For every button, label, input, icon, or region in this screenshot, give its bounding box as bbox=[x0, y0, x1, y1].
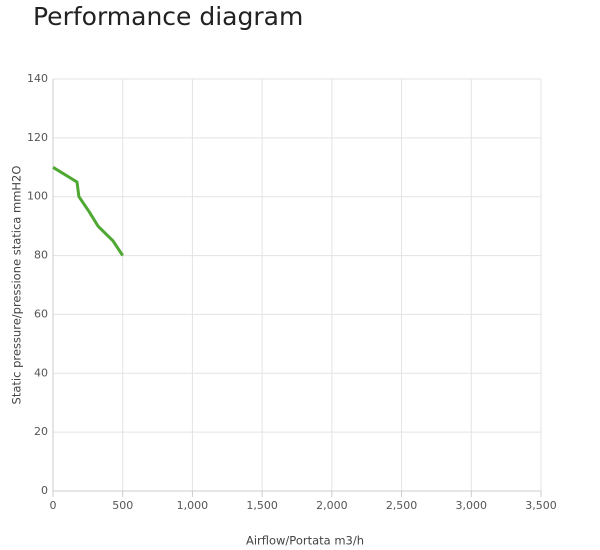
y-tick-label: 0 bbox=[41, 484, 48, 497]
y-tick-label: 40 bbox=[34, 366, 48, 379]
x-tick-label: 1,000 bbox=[177, 499, 209, 512]
data-line bbox=[52, 166, 124, 257]
y-tick-label: 60 bbox=[34, 307, 48, 320]
x-axis-title: Airflow/Portata m3/h bbox=[246, 534, 364, 548]
x-tick-label: 0 bbox=[50, 499, 57, 512]
y-axis-title: Static pressure/pressione statica mmH2O bbox=[10, 166, 24, 405]
x-tick-label: 2,500 bbox=[386, 499, 418, 512]
y-tick-label: 80 bbox=[34, 249, 48, 262]
y-tick-label: 20 bbox=[34, 425, 48, 438]
y-tick-label: 100 bbox=[27, 190, 48, 203]
x-tick-label: 3,500 bbox=[525, 499, 557, 512]
x-tick-label: 3,000 bbox=[456, 499, 488, 512]
y-tick-label: 140 bbox=[27, 72, 48, 85]
x-tick-label: 500 bbox=[112, 499, 133, 512]
x-tick-label: 2,000 bbox=[316, 499, 348, 512]
x-tick-label: 1,500 bbox=[246, 499, 278, 512]
y-tick-label: 120 bbox=[27, 131, 48, 144]
chart-title: Performance diagram bbox=[33, 2, 303, 31]
